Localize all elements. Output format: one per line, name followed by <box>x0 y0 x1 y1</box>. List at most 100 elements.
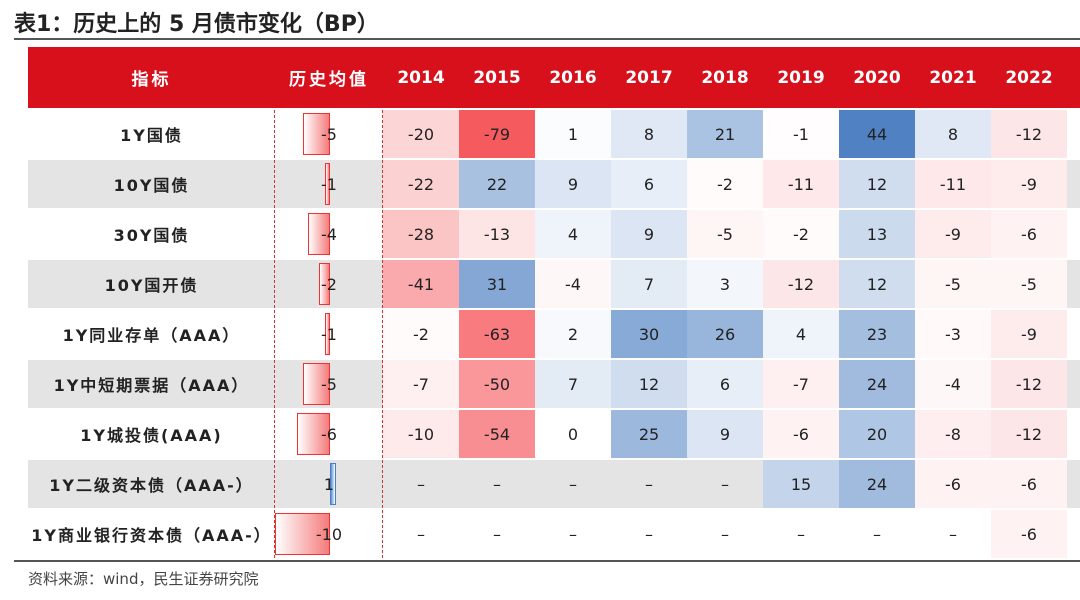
cell: 22 <box>486 174 508 194</box>
heat-cell <box>459 160 535 208</box>
cell: -2 <box>793 224 809 244</box>
heat-cell <box>459 260 535 308</box>
cell: -5 <box>945 274 961 294</box>
heat-cell <box>687 310 763 358</box>
heat-cell <box>915 310 991 358</box>
cell: – <box>797 524 805 544</box>
header-cell: 2020 <box>853 67 901 88</box>
cell: -1 <box>321 324 337 344</box>
heat-cell <box>763 310 839 358</box>
cell: -5 <box>321 374 337 394</box>
row-label: 1Y二级资本债（AAA-） <box>49 476 254 495</box>
cell: -6 <box>793 424 809 444</box>
header-cell: 历史均值 <box>289 70 369 90</box>
row-label: 30Y国债 <box>113 226 190 245</box>
cell: 6 <box>719 374 731 394</box>
cell: – <box>417 474 425 494</box>
heat-cell <box>991 410 1067 458</box>
avg-bar <box>330 463 336 505</box>
cell: 9 <box>643 224 655 244</box>
cell: -1 <box>793 124 809 144</box>
avg-bar <box>297 413 330 455</box>
heat-cell <box>991 460 1067 508</box>
avg-bar <box>302 113 330 155</box>
heat-cell <box>687 210 763 258</box>
header-cell: 2018 <box>701 67 749 88</box>
cell: -11 <box>939 174 967 194</box>
heat-cell <box>915 160 991 208</box>
heat-cell <box>763 160 839 208</box>
cell: 20 <box>866 424 888 444</box>
cell: -9 <box>945 224 961 244</box>
cell: 9 <box>719 424 731 444</box>
cell: – <box>569 524 577 544</box>
cell: -5 <box>1021 274 1037 294</box>
heat-cell <box>991 260 1067 308</box>
heat-cell <box>383 110 459 158</box>
cell: -28 <box>407 224 435 244</box>
heat-cell <box>535 260 611 308</box>
cell: -12 <box>1015 124 1043 144</box>
cell: 12 <box>866 274 888 294</box>
heat-cell <box>839 110 915 158</box>
heat-cell <box>383 160 459 208</box>
heat-cell <box>383 310 459 358</box>
cell: -7 <box>793 374 809 394</box>
cell: – <box>873 524 881 544</box>
cell: – <box>569 474 577 494</box>
cell: – <box>721 474 729 494</box>
heat-cell <box>459 110 535 158</box>
avg-divider <box>274 110 275 558</box>
heat-cell <box>535 410 611 458</box>
row-label: 1Y城投债(AAA) <box>80 426 223 445</box>
cell: -10 <box>407 424 435 444</box>
cell: -54 <box>483 424 511 444</box>
heat-cell <box>687 360 763 408</box>
heat-cell <box>763 410 839 458</box>
cell: 26 <box>714 324 736 344</box>
heat-cell <box>763 110 839 158</box>
avg-bar <box>275 513 330 555</box>
cell: 1 <box>567 124 579 144</box>
cell: 44 <box>866 124 888 144</box>
row-label: 1Y国债 <box>120 126 183 145</box>
heat-cell <box>915 210 991 258</box>
cell: -10 <box>315 524 343 544</box>
cell: 23 <box>866 324 888 344</box>
heat-cell <box>611 360 687 408</box>
heat-cell <box>991 310 1067 358</box>
heat-cell <box>915 260 991 308</box>
cell: – <box>645 524 653 544</box>
avg-bar <box>319 263 330 305</box>
header-cell: 2017 <box>625 67 673 88</box>
heat-cell <box>991 510 1067 558</box>
cell: 4 <box>795 324 807 344</box>
heat-cell <box>383 260 459 308</box>
cell: -4 <box>565 274 581 294</box>
heat-cell <box>459 210 535 258</box>
header-cell: 2015 <box>473 67 521 88</box>
heat-cell <box>535 160 611 208</box>
heat-cell <box>611 110 687 158</box>
cell: -2 <box>717 174 733 194</box>
cell: -12 <box>1015 424 1043 444</box>
heat-cell <box>611 260 687 308</box>
cell: 21 <box>714 124 736 144</box>
header-cell: 2014 <box>397 67 445 88</box>
heat-cell <box>763 460 839 508</box>
cell: -41 <box>407 274 435 294</box>
heat-cell <box>991 210 1067 258</box>
cell: -7 <box>413 374 429 394</box>
cell: 15 <box>790 474 812 494</box>
heat-cell <box>839 360 915 408</box>
cell: -5 <box>717 224 733 244</box>
avg-divider <box>382 110 383 558</box>
header-cell: 2022 <box>1005 67 1053 88</box>
cell: 1 <box>323 474 335 494</box>
cell: 13 <box>866 224 888 244</box>
bottom-rule <box>14 560 1080 562</box>
row-label: 10Y国开债 <box>104 276 199 295</box>
cell: – <box>417 524 425 544</box>
heat-cell <box>611 210 687 258</box>
